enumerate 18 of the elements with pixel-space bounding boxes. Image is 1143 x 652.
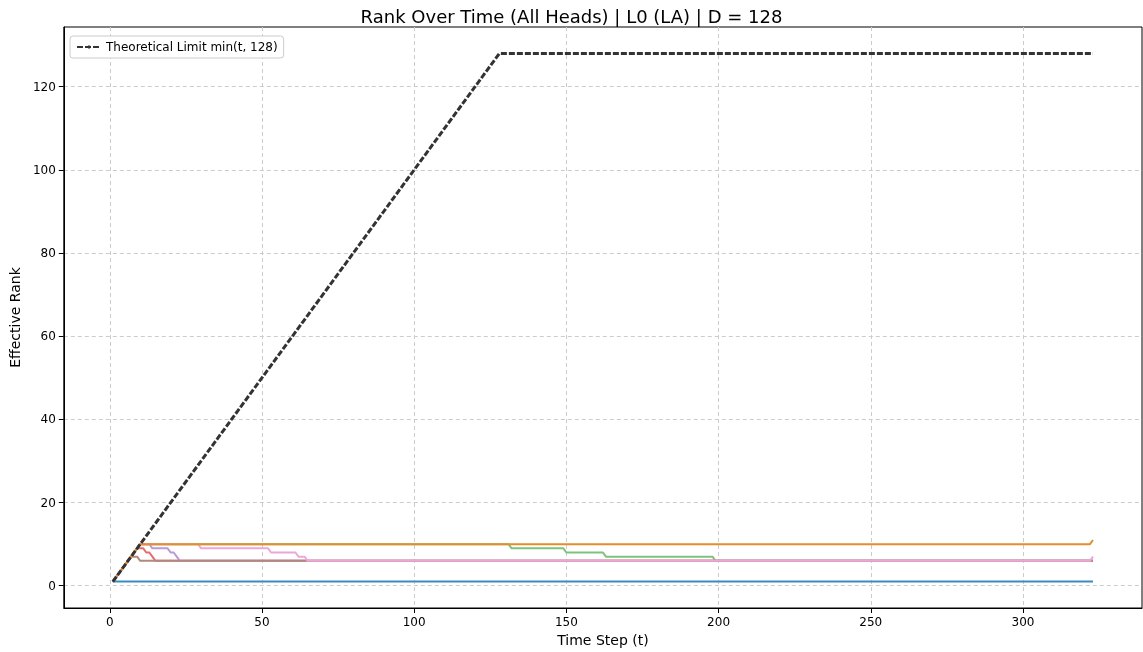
x-tick-label: 150 — [554, 615, 578, 629]
chart-title: Rank Over Time (All Heads) | L0 (LA) | D = 128 — [360, 5, 783, 27]
x-tick-label: 0 — [105, 615, 114, 629]
legend-label: Theoretical Limit min(t, 128) — [105, 40, 278, 54]
y-tick-label: 100 — [32, 162, 56, 177]
x-tick-label: 200 — [707, 615, 731, 629]
y-tick-label: 60 — [40, 329, 56, 344]
y-tick-label: 0 — [48, 578, 56, 593]
y-tick-label: 40 — [40, 412, 56, 427]
y-tick-label: 80 — [40, 246, 56, 261]
x-tick-label: 300 — [1011, 615, 1035, 629]
y-axis-title: Effective Rank — [7, 266, 23, 368]
x-tick-label: 100 — [402, 615, 426, 629]
x-axis-title: Time Step (t) — [556, 631, 649, 648]
y-tick-label: 120 — [32, 79, 56, 94]
x-tick-label: 250 — [859, 615, 883, 629]
x-tick-label: 50 — [254, 615, 270, 629]
y-tick-label: 20 — [40, 495, 56, 510]
